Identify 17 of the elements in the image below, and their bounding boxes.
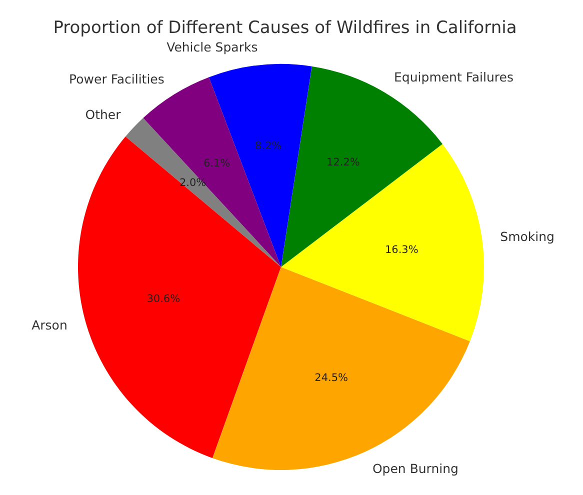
slice-label: Smoking xyxy=(500,228,554,244)
slice-label: Other xyxy=(85,106,122,122)
data-label: 6.1% xyxy=(203,157,230,170)
pie-slice xyxy=(125,118,281,267)
data-label: 30.6% xyxy=(146,292,180,305)
data-label: 8.2% xyxy=(254,140,282,152)
chart-title: Proportion of Different Causes of Wildfires in California xyxy=(53,18,517,38)
data-label: 24.5% xyxy=(314,372,348,384)
data-label: 12.2% xyxy=(326,156,360,168)
slice-label: Vehicle Sparks xyxy=(166,39,258,54)
slice-label: Arson xyxy=(32,317,68,332)
slice-label: Power Facilities xyxy=(69,71,164,86)
slice-label: Open Burning xyxy=(372,460,458,476)
pie-slice xyxy=(78,136,281,458)
slice-label: Equipment Failures xyxy=(394,69,514,84)
data-label: 16.3% xyxy=(384,244,418,256)
pie-slice xyxy=(281,144,484,342)
